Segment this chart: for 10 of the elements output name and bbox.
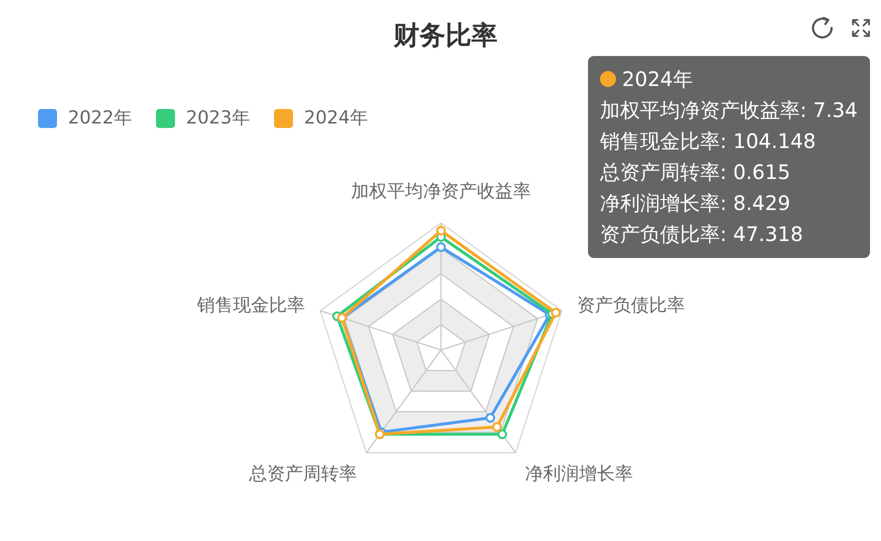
tooltip-panel: 2024年 加权平均净资产收益率: 7.34 销售现金比率: 104.148 总资产周转率: 0.615 净利润增长率: 8.429 资产负债比率: 47.318 bbox=[588, 56, 870, 258]
spoke-label: 加权平均净资产收益率 bbox=[351, 181, 531, 202]
spoke-label: 总资产周转率 bbox=[248, 464, 357, 485]
legend-label: 2022年 bbox=[68, 108, 132, 128]
spoke-label: 销售现金比率 bbox=[196, 294, 305, 316]
spoke-label: 资产负债比率 bbox=[577, 294, 685, 316]
legend-label: 2024年 bbox=[304, 108, 368, 128]
chart-title: 财务比率 bbox=[392, 21, 498, 51]
legend-label: 2023年 bbox=[186, 108, 250, 128]
spoke-label: 净利润增长率 bbox=[525, 464, 634, 485]
